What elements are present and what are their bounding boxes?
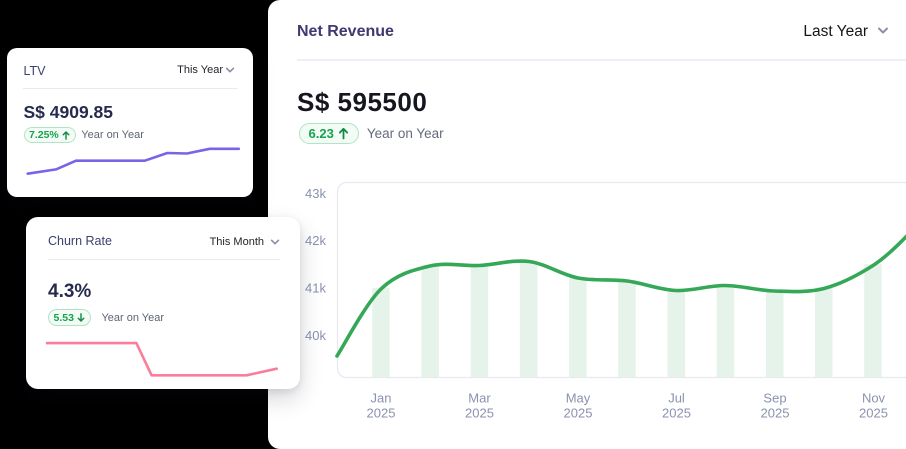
svg-text:2025: 2025 xyxy=(465,406,494,421)
svg-text:2025: 2025 xyxy=(859,406,888,421)
svg-text:2025: 2025 xyxy=(564,406,593,421)
svg-text:Jul: Jul xyxy=(668,391,685,406)
svg-text:41k: 41k xyxy=(305,281,326,296)
svg-text:40k: 40k xyxy=(305,328,326,343)
svg-text:Mar: Mar xyxy=(468,391,491,406)
svg-text:Nov: Nov xyxy=(862,391,886,406)
svg-text:Jan: Jan xyxy=(371,391,392,406)
svg-text:Sep: Sep xyxy=(763,391,786,406)
svg-text:2025: 2025 xyxy=(761,406,790,421)
svg-text:May: May xyxy=(566,391,591,406)
svg-text:2025: 2025 xyxy=(662,406,691,421)
svg-text:42k: 42k xyxy=(305,233,326,248)
svg-text:43k: 43k xyxy=(305,186,326,201)
svg-text:2025: 2025 xyxy=(367,406,396,421)
